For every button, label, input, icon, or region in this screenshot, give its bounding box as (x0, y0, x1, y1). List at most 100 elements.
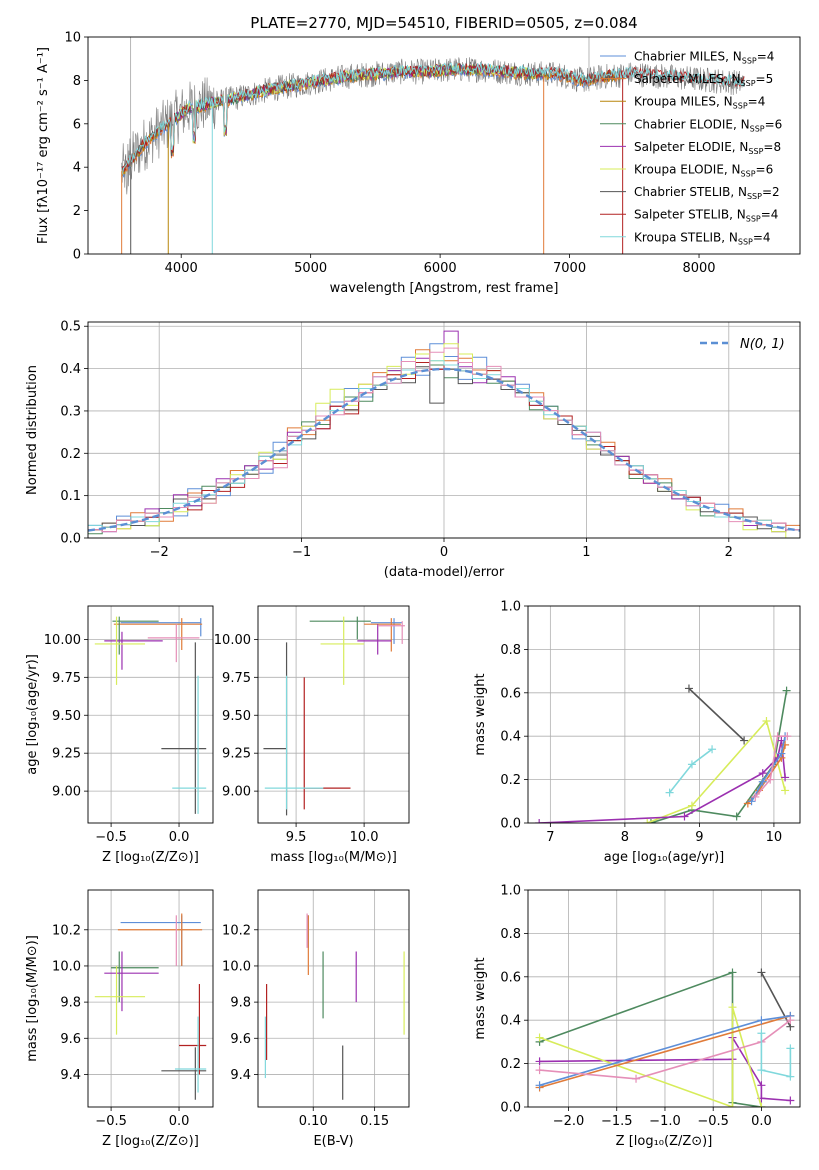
y-tick-label: 9.00 (52, 785, 81, 800)
axes-frame (527, 889, 801, 1108)
normal-curve (88, 367, 800, 532)
data-point-marker (535, 1033, 544, 1042)
data-point-marker (535, 1066, 544, 1075)
data-point-marker (684, 684, 693, 693)
legend-entry: Kroupa STELIB, NSSP=4 (634, 230, 771, 246)
model-line (121, 62, 745, 176)
data-point-marker (535, 1057, 544, 1066)
data-point-marker (786, 1044, 795, 1053)
y-tick-label: 0.3 (60, 404, 81, 419)
series-line (754, 735, 788, 798)
data-point-marker (665, 788, 674, 797)
data-point-marker (732, 812, 741, 821)
y-tick-label: 9.4 (60, 1068, 81, 1083)
y-axis-label: mass [log₁₀(M/M⊙)] (25, 935, 40, 1062)
legend-entry: N(0, 1) (740, 337, 785, 352)
plot-area-age-vs-mass (263, 616, 405, 816)
data-point-marker (757, 1081, 766, 1090)
x-tick-label: 8000 (682, 261, 715, 276)
x-tick-label: −1 (292, 545, 311, 560)
data-point-marker (747, 797, 756, 806)
x-tick-label: −2 (150, 545, 169, 560)
data-point-marker (687, 760, 696, 769)
x-tick-label: 2 (725, 545, 733, 560)
data-point-marker (781, 740, 790, 749)
y-axis-label: mass weight (473, 673, 488, 755)
data-point-marker (758, 769, 767, 778)
y-tick-label: 0.0 (500, 817, 521, 832)
legend-entry: Salpeter ELODIE, NSSP=8 (634, 140, 781, 156)
series-line (539, 1019, 791, 1080)
data-point-marker (757, 1029, 766, 1038)
data-point-marker (643, 819, 652, 823)
legend: Chabrier MILES, NSSP=4 Salpeter MILES, NS… (600, 50, 782, 246)
data-point-marker (680, 812, 689, 821)
axes-frame (87, 36, 801, 255)
x-tick-label: 7 (546, 830, 554, 845)
y-axis-label: Normed distribution (25, 365, 40, 495)
y-tick-label: 0.2 (500, 1057, 521, 1072)
y-tick-label: 0.0 (500, 1101, 521, 1116)
series-line (539, 1015, 791, 1089)
y-tick-label: 0.4 (500, 1014, 521, 1029)
y-tick-label: 9.00 (222, 785, 251, 800)
y-tick-label: 0.4 (500, 730, 521, 745)
y-tick-label: 6 (73, 117, 81, 132)
axes-spectrum: 4000 5000 6000 7000 8000 0 2 4 6 8 10 wavelength [A… (36, 31, 801, 296)
grid-age-vs-Z (88, 606, 213, 823)
data-point-marker (757, 1103, 766, 1107)
y-tick-label: 0.8 (500, 927, 521, 942)
y-tick-label: 9.4 (230, 1068, 251, 1083)
data-point-marker (786, 1096, 795, 1105)
y-tick-label: 9.8 (230, 996, 251, 1011)
figure-title: PLATE=2770, MJD=54510, FIBERID=0505, z=0… (250, 14, 637, 32)
y-tick-label: 0.2 (500, 773, 521, 788)
axes-frame (527, 605, 801, 824)
data-point-marker (762, 717, 771, 726)
data-point-marker (687, 801, 696, 810)
y-tick-label: 10.2 (52, 923, 81, 938)
axes-frame (257, 889, 410, 1108)
data-point-marker (728, 1003, 737, 1012)
y-tick-label: 0.6 (500, 686, 521, 701)
y-tick-label: 10.00 (214, 633, 251, 648)
y-tick-label: 9.50 (52, 709, 81, 724)
histogram-step (88, 347, 800, 533)
axes-mass-weight-vs-age: 7 8 9 10 0.0 0.2 0.4 0.6 0.8 1.0 age [log₁₀(age/yr… (473, 600, 801, 865)
x-axis-label: E(B-V) (313, 1134, 353, 1149)
axes-mass-weight-vs-Z: −2.0 −1.5 −1.0 −0.5 0.0 0.0 0.2 0.4 0.6 0.8 1.0 Z [… (473, 884, 801, 1149)
axes-frame (87, 889, 214, 1108)
y-tick-label: 0.6 (500, 970, 521, 985)
y-tick-label: 0.1 (60, 489, 81, 504)
x-tick-label: 0 (440, 545, 448, 560)
axes-frame (257, 605, 410, 824)
y-tick-label: 9.25 (52, 747, 81, 762)
y-tick-label: 2 (73, 204, 81, 219)
axes-frame (87, 605, 214, 824)
x-axis-label: wavelength [Angstrom, rest frame] (330, 281, 559, 296)
plot-area-mass-vs-ebv (264, 913, 405, 1100)
x-axis-label: (data-model)/error (384, 565, 505, 580)
y-tick-label: 4 (73, 161, 81, 176)
y-tick-label: 9.6 (230, 1032, 251, 1047)
y-tick-label: 10 (64, 31, 81, 46)
x-tick-label: 9 (695, 830, 703, 845)
y-axis-label: age [log₁₀(age/yr)] (25, 654, 40, 775)
x-tick-label: 10.0 (350, 830, 379, 845)
x-tick-label: 8 (621, 830, 629, 845)
y-tick-label: 9.25 (222, 747, 251, 762)
axes-mass-vs-ebv: 0.10 0.15 9.4 9.6 9.8 10.0 10.2 E(B-V) (222, 889, 410, 1149)
grid-age-vs-mass (258, 606, 409, 823)
legend-entry: Chabrier STELIB, NSSP=2 (634, 185, 780, 201)
x-tick-label: 4000 (165, 261, 198, 276)
data-point-marker (757, 1066, 766, 1075)
data-point-marker (758, 777, 767, 786)
x-axis-label: age [log₁₀(age/yr)] (604, 850, 725, 865)
x-tick-label: −0.5 (95, 830, 127, 845)
axes-frame (87, 321, 801, 539)
series-line (539, 1006, 763, 1107)
data-point-marker (757, 1016, 766, 1025)
y-tick-label: 0.4 (60, 362, 81, 377)
